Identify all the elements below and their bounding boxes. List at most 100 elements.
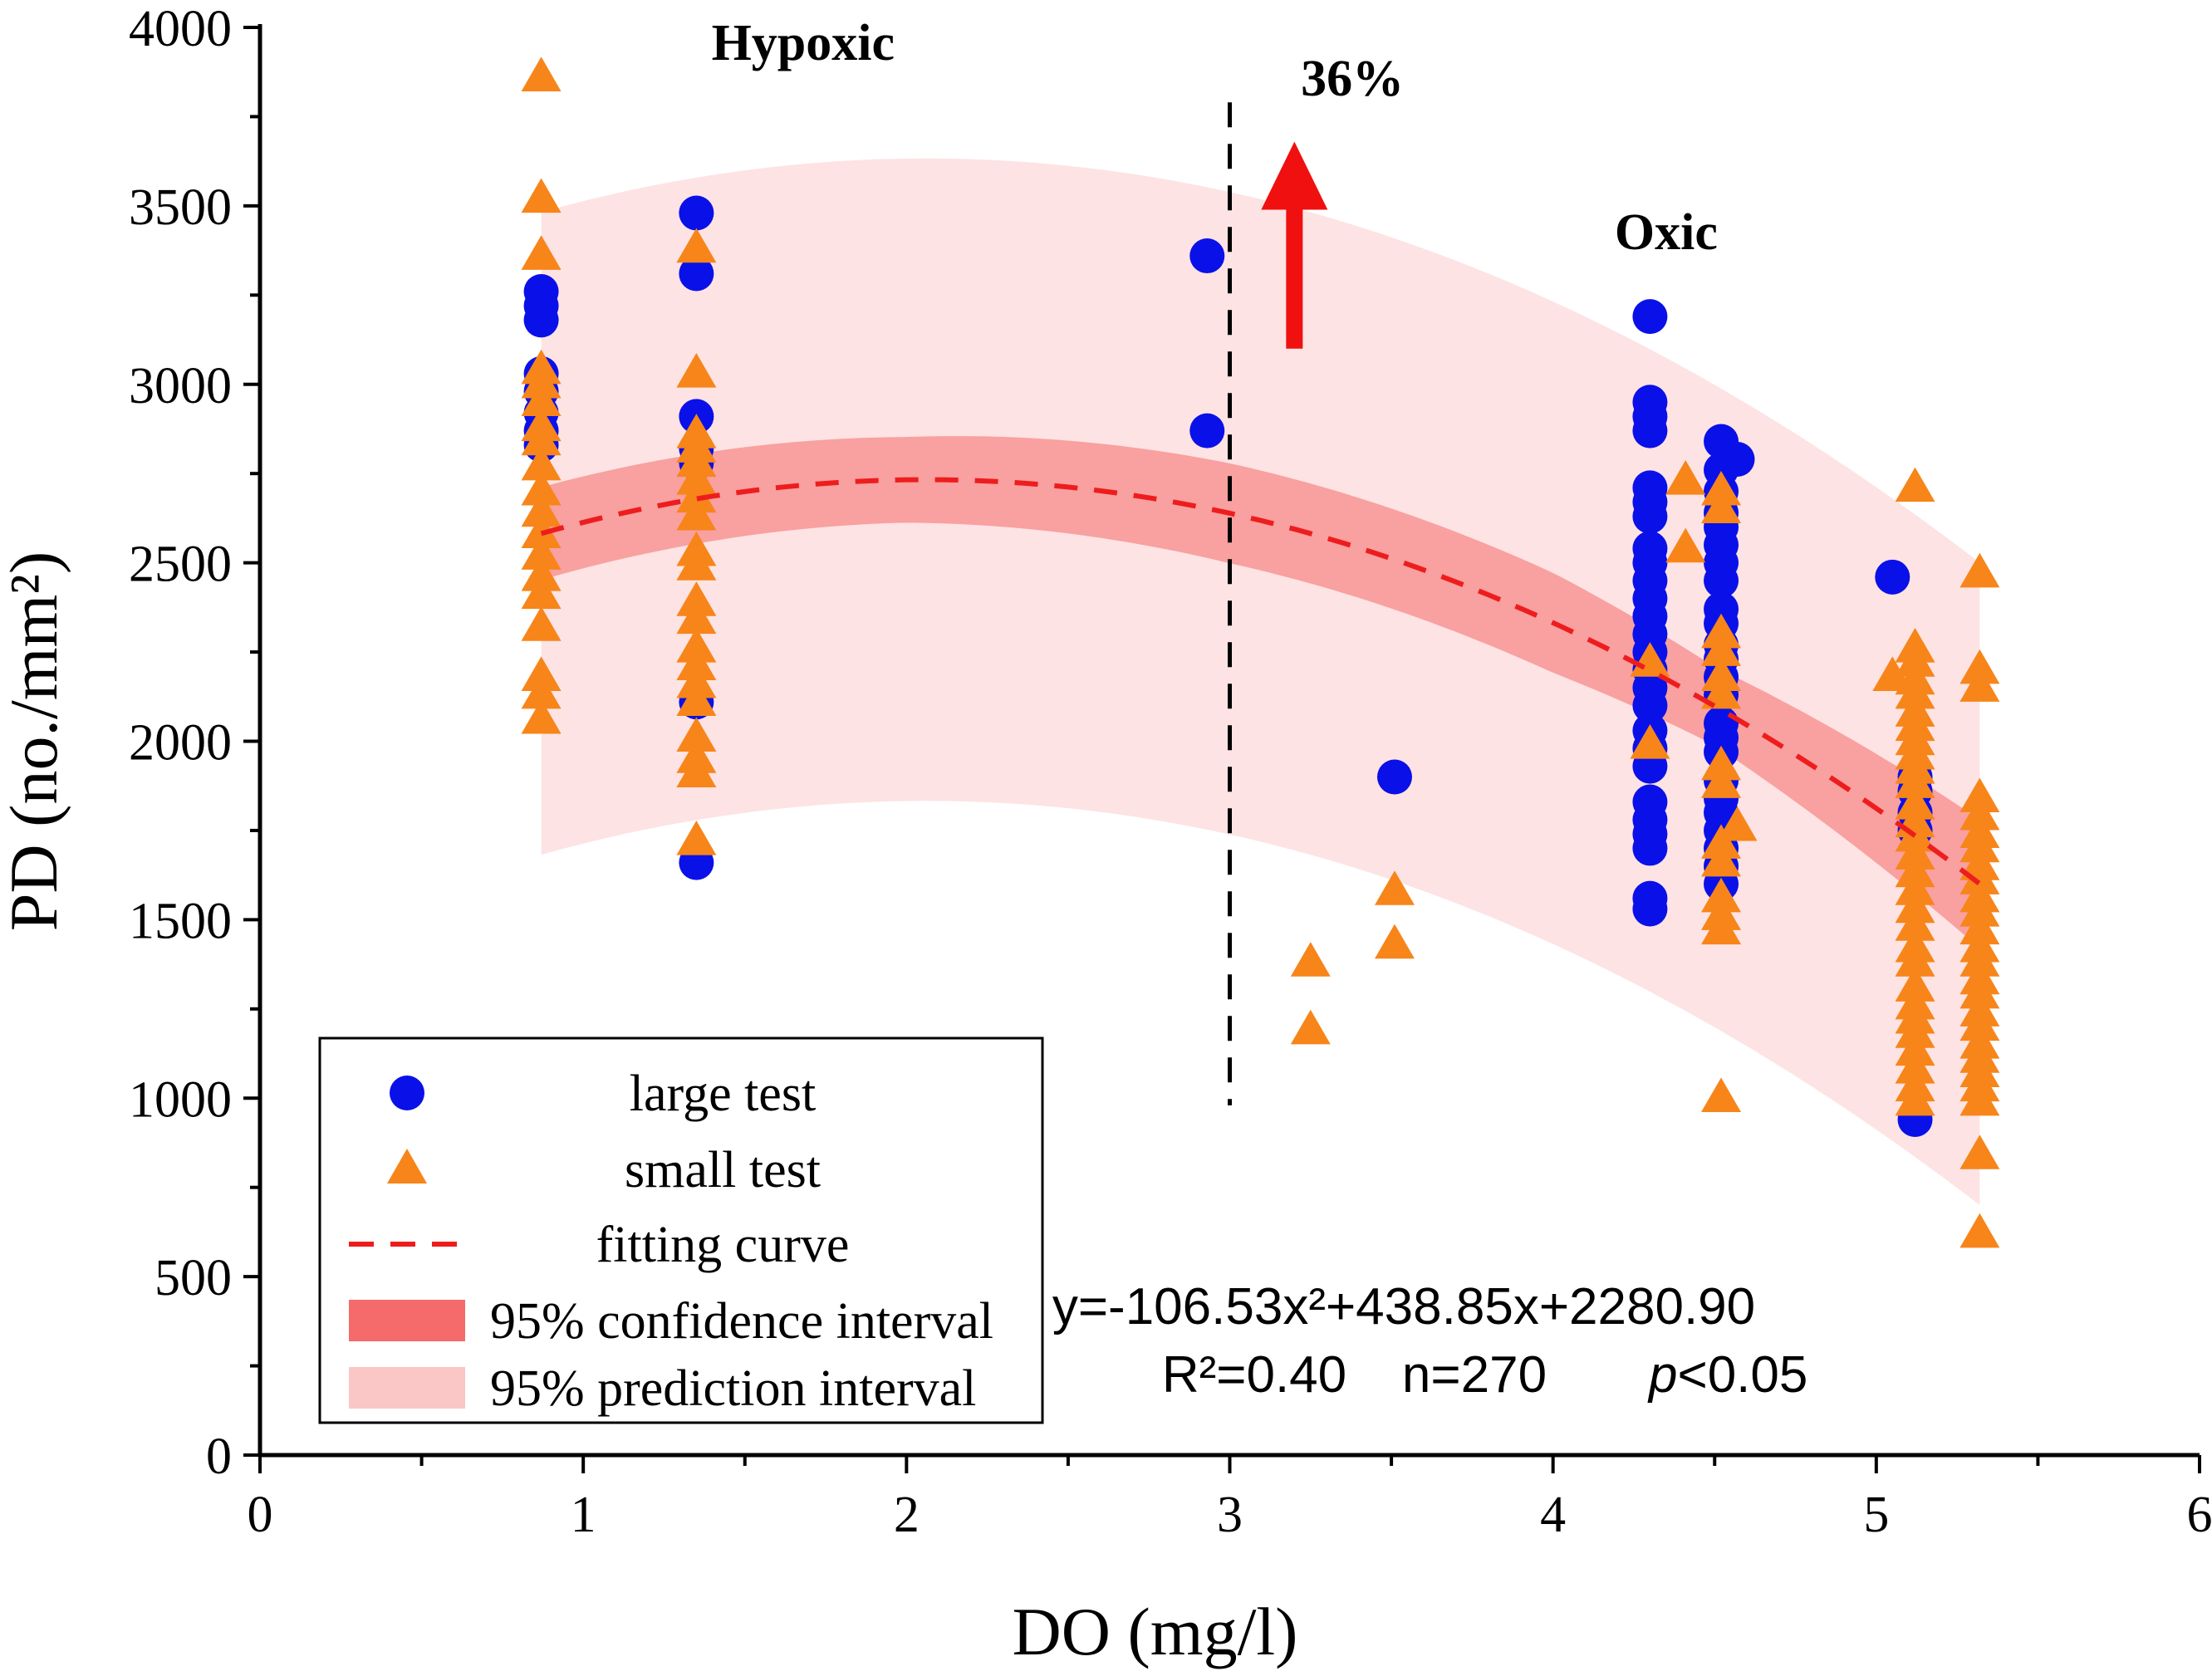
small-test-point xyxy=(1290,942,1331,977)
small-test-point xyxy=(521,363,562,399)
small-test-point xyxy=(676,495,717,531)
oxic-label: Oxic xyxy=(1615,204,1718,261)
equation-formula: y=-106.53x²+438.85x+2280.90 xyxy=(1052,1278,1755,1335)
small-test-point xyxy=(676,645,717,681)
small-test-point xyxy=(1717,806,1758,841)
equation-p-letter: p xyxy=(1647,1346,1677,1404)
small-test-point xyxy=(1701,824,1742,859)
large-test-point xyxy=(1632,831,1668,866)
legend-label: large test xyxy=(630,1066,816,1122)
small-test-point xyxy=(676,627,717,663)
x-axis-title: DO (mg/l) xyxy=(1013,1594,1298,1669)
small-test-point xyxy=(1701,631,1742,666)
small-test-point xyxy=(1895,967,1935,1002)
increase-arrow-shaft xyxy=(1286,208,1303,349)
equation-n: n=270 xyxy=(1402,1346,1547,1404)
y-tick-label: 3000 xyxy=(129,358,232,414)
small-test-point xyxy=(1630,723,1670,759)
large-test-point xyxy=(1875,559,1910,595)
small-test-point xyxy=(676,663,717,698)
small-test-point xyxy=(1701,613,1742,649)
small-test-point xyxy=(1665,527,1706,563)
small-test-point xyxy=(1959,552,2000,588)
small-test-point xyxy=(1959,891,2000,927)
small-test-point xyxy=(1959,777,2000,813)
small-test-point xyxy=(1959,649,2000,684)
small-test-point xyxy=(676,478,717,513)
small-test-point xyxy=(1895,1031,1935,1066)
fitting-curve-line xyxy=(540,477,1982,886)
small-test-point xyxy=(1895,763,1935,798)
small-test-point xyxy=(521,698,562,734)
x-tick-label: 1 xyxy=(571,1487,596,1543)
small-test-point xyxy=(1959,1213,2000,1248)
y-tick-label: 2500 xyxy=(129,537,232,593)
legend: large test small test fitting curve 95% con… xyxy=(318,1036,1044,1424)
small-test-point xyxy=(1701,841,1742,877)
fit-equation: y=-106.53x²+438.85x+2280.90 R²=0.40 n=27… xyxy=(1052,1278,1808,1404)
data-points xyxy=(521,56,2000,1248)
small-test-point xyxy=(676,821,717,855)
y-tick-label: 4000 xyxy=(129,1,232,57)
small-test-point xyxy=(1895,835,1935,870)
small-test-point xyxy=(1895,942,1935,977)
small-test-point xyxy=(1701,763,1742,798)
fit-curve-group xyxy=(540,102,1982,1105)
small-test-point xyxy=(676,717,717,752)
equation-p: p<0.05 xyxy=(1647,1346,1807,1404)
small-test-point xyxy=(521,656,562,691)
small-test-point xyxy=(521,492,562,527)
large-test-point xyxy=(679,195,714,231)
large-test-point xyxy=(1189,238,1225,274)
small-test-point xyxy=(1895,642,1935,677)
small-test-point xyxy=(676,353,717,388)
small-test-point xyxy=(1895,852,1935,888)
small-test-point xyxy=(1959,827,2000,863)
percent-increase-label: 36% xyxy=(1301,51,1404,107)
small-test-point xyxy=(521,674,562,709)
y-axis-title: PD (no./mm²) xyxy=(0,551,71,931)
x-tick-label: 2 xyxy=(894,1487,920,1543)
small-test-point xyxy=(676,752,717,787)
legend-triangle-marker xyxy=(387,1149,427,1183)
small-test-point xyxy=(676,546,717,581)
small-test-point xyxy=(521,513,562,549)
y-tick-label: 2000 xyxy=(129,715,232,772)
small-test-point xyxy=(521,470,562,506)
large-test-point xyxy=(1632,413,1668,448)
small-test-point xyxy=(1290,1009,1331,1045)
small-test-point xyxy=(521,56,562,91)
small-test-point xyxy=(1895,1049,1935,1084)
small-test-point xyxy=(676,442,717,478)
hypoxic-label: Hypoxic xyxy=(712,15,895,71)
small-test-point xyxy=(521,535,562,570)
small-test-point xyxy=(676,681,717,717)
small-test-point xyxy=(1959,942,2000,977)
legend-label: 95% prediction interval xyxy=(490,1360,976,1417)
y-tick-label: 1500 xyxy=(129,893,232,949)
y-tick-label: 1000 xyxy=(129,1071,232,1128)
small-test-point xyxy=(1701,877,1742,913)
large-test-point xyxy=(1632,498,1668,534)
prediction-interval-band xyxy=(541,158,1980,1205)
small-test-point xyxy=(1895,906,1935,941)
small-test-point xyxy=(1701,909,1742,945)
large-test-point xyxy=(523,302,559,338)
legend-label: fitting curve xyxy=(596,1217,850,1273)
small-test-point xyxy=(1701,488,1742,523)
legend-box xyxy=(318,1036,1044,1424)
legend-label: small test xyxy=(625,1142,821,1198)
small-test-point xyxy=(521,606,562,641)
small-test-point xyxy=(1959,973,2000,1009)
large-test-point xyxy=(1376,759,1412,795)
small-test-point xyxy=(676,459,717,495)
small-test-point xyxy=(1895,870,1935,905)
y-tick-label: 0 xyxy=(206,1429,232,1485)
legend-label: 95% confidence interval xyxy=(490,1293,993,1350)
y-tick-label: 500 xyxy=(154,1250,232,1306)
x-tick-label: 3 xyxy=(1217,1487,1243,1543)
small-test-point xyxy=(521,381,562,417)
small-test-point xyxy=(1701,1077,1742,1113)
